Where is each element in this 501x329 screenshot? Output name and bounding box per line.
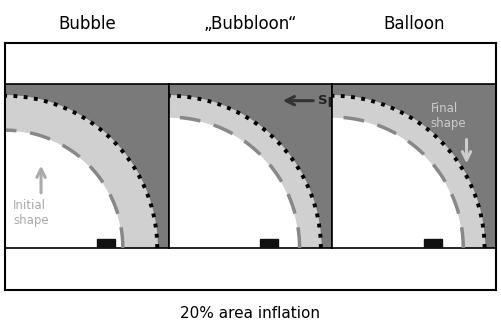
Text: Bubble: Bubble [58, 15, 116, 33]
Polygon shape [332, 117, 463, 248]
Polygon shape [169, 117, 300, 248]
Polygon shape [332, 96, 484, 248]
Polygon shape [169, 96, 321, 248]
Text: Balloon: Balloon [383, 15, 445, 33]
Polygon shape [5, 130, 123, 248]
Text: 20% area inflation: 20% area inflation [180, 306, 321, 321]
Bar [97, 239, 115, 248]
Bar [424, 239, 442, 248]
Bar [261, 239, 279, 248]
Text: Initial
shape: Initial shape [13, 199, 49, 227]
Text: Sphere: Sphere [318, 94, 371, 107]
Text: Final
shape: Final shape [430, 102, 466, 130]
Polygon shape [5, 96, 157, 248]
Text: „Bubbloon“: „Bubbloon“ [204, 15, 297, 33]
